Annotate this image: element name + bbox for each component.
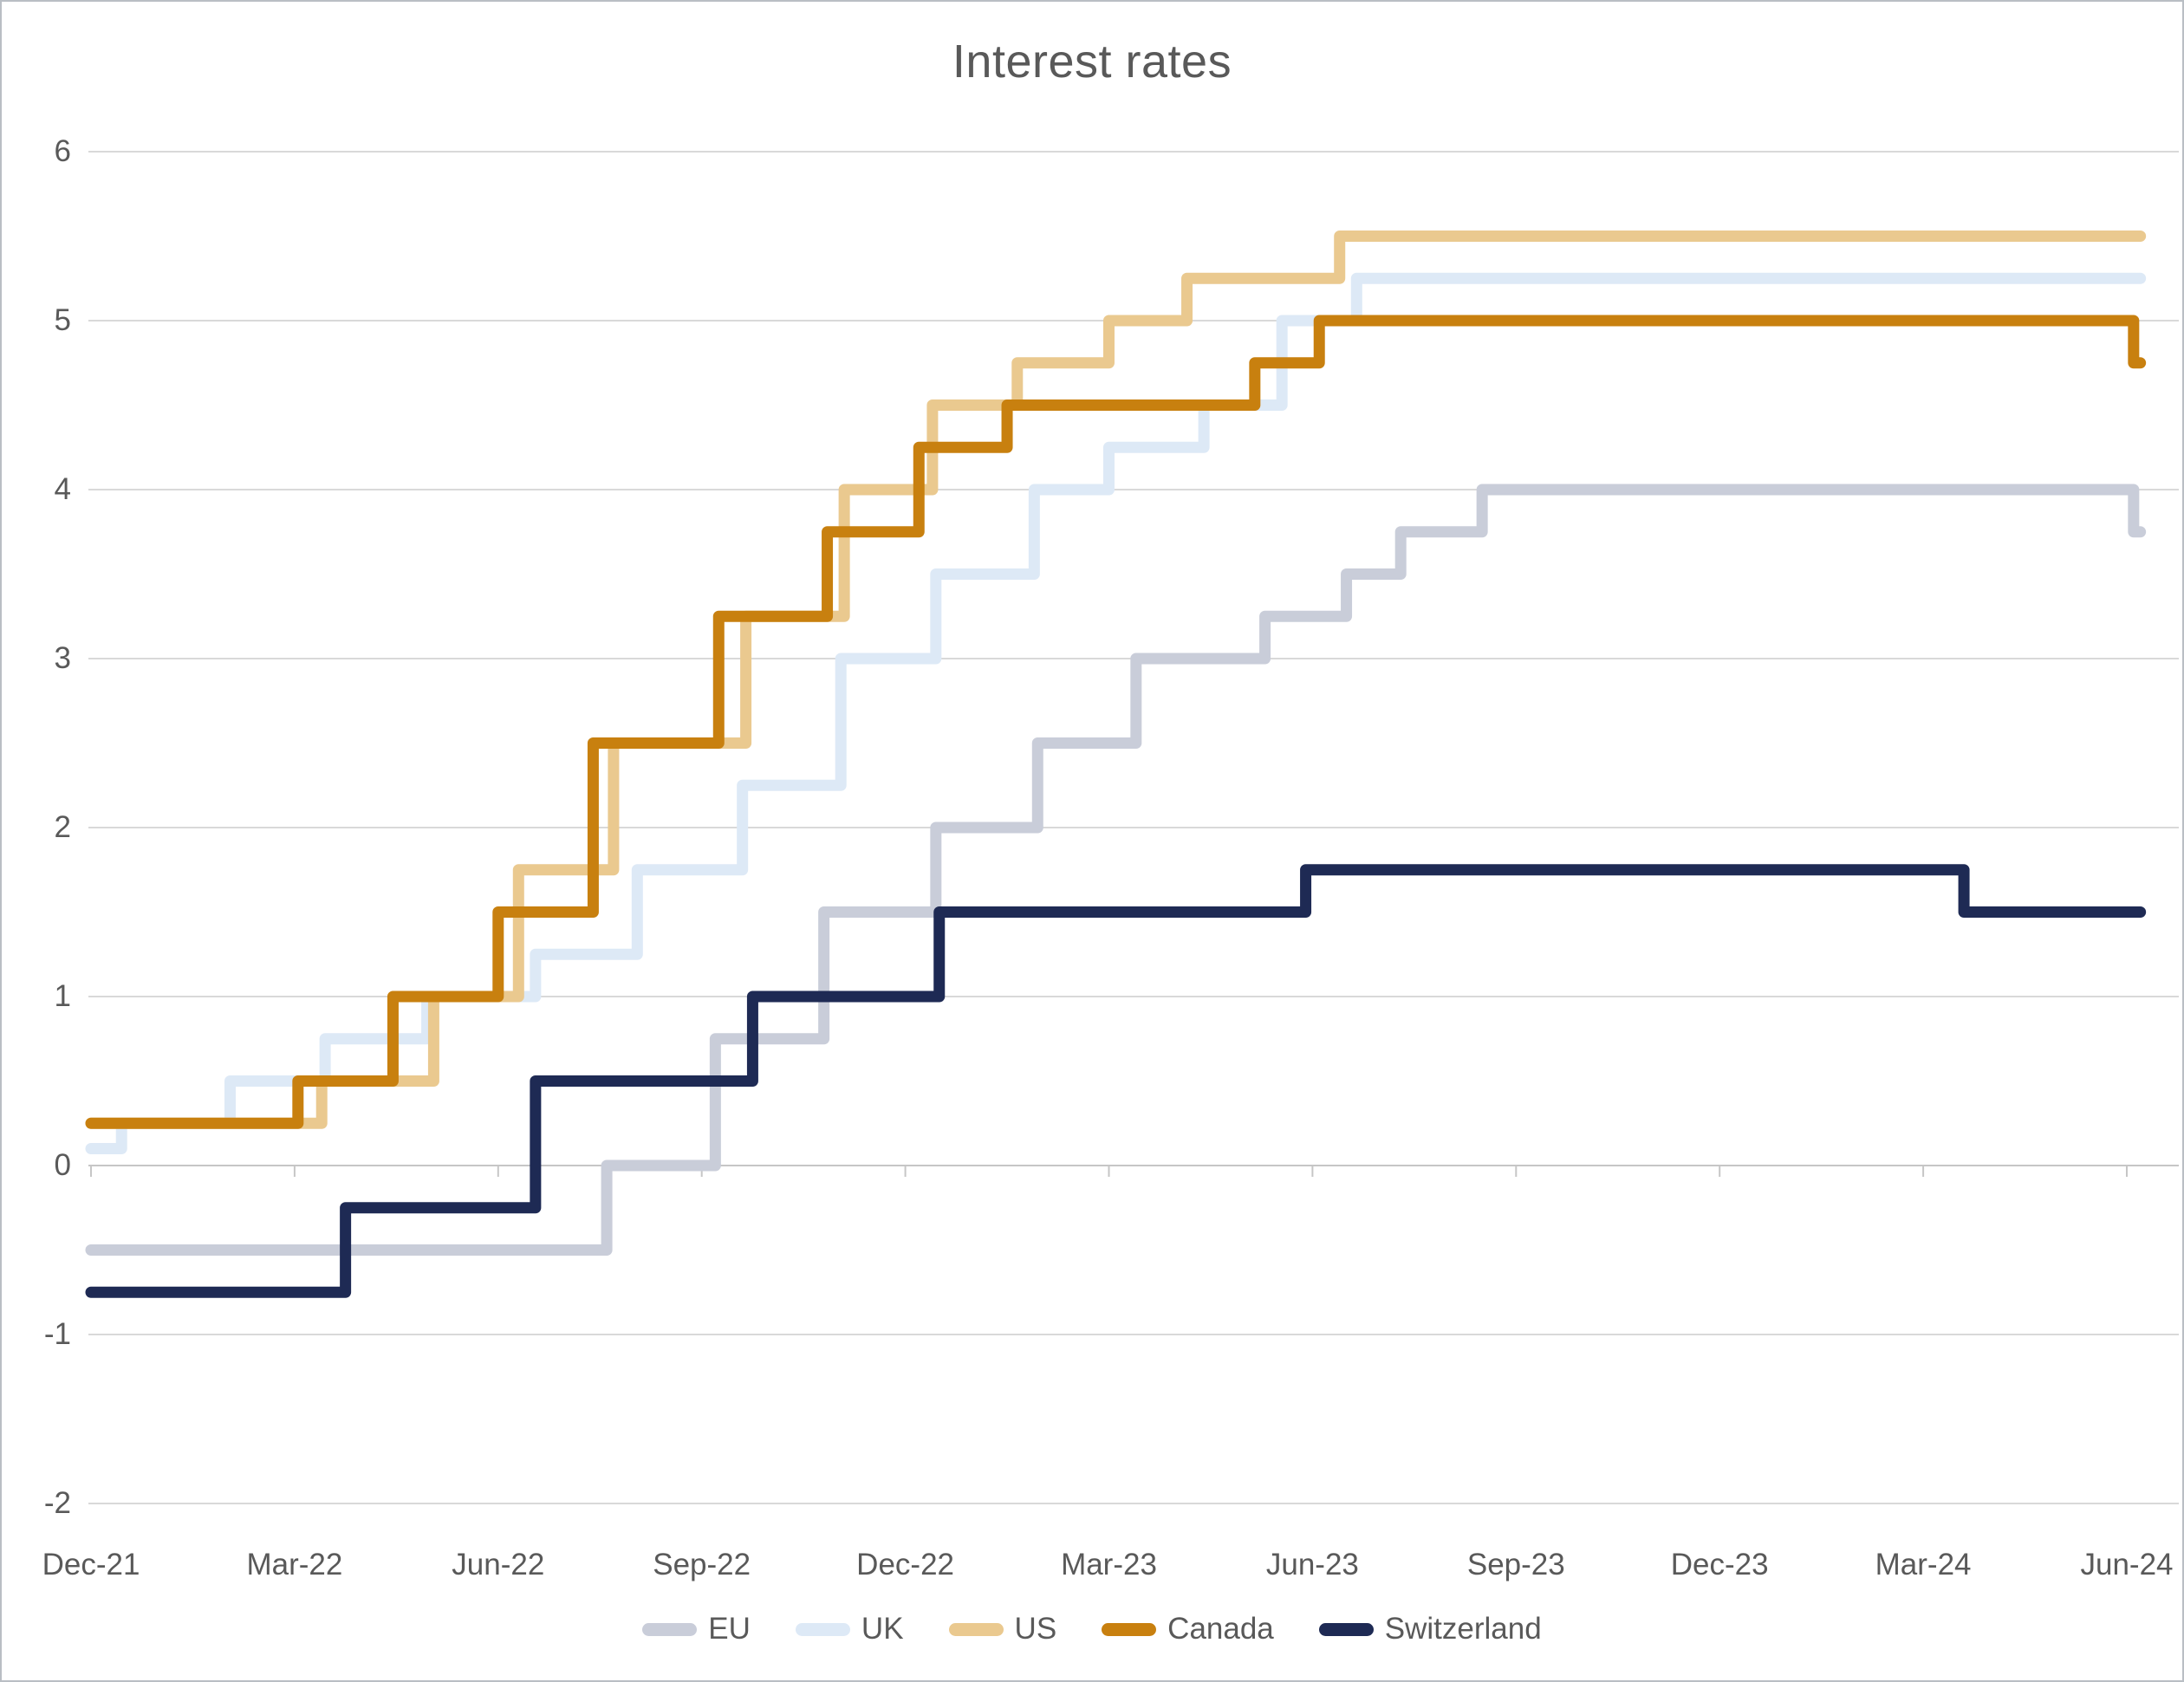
- chart-title: Interest rates: [952, 36, 1232, 88]
- y-axis-label: -2: [43, 1486, 71, 1520]
- x-axis-label: Dec-22: [856, 1548, 955, 1581]
- legend-swatch: [642, 1622, 698, 1636]
- legend-swatch: [1102, 1622, 1157, 1636]
- series-line-canada: [85, 315, 2147, 1129]
- legend-swatch: [795, 1622, 850, 1636]
- y-axis-label: -1: [43, 1317, 71, 1351]
- legend-label: Canada: [1167, 1612, 1274, 1646]
- legend-item-us: US: [948, 1612, 1057, 1646]
- legend-label: US: [1014, 1612, 1057, 1646]
- y-axis-label: 0: [54, 1148, 71, 1182]
- x-axis-label: Dec-21: [42, 1548, 140, 1581]
- x-axis-label: Jun-22: [452, 1548, 545, 1581]
- x-axis-label: Dec-23: [1670, 1548, 1769, 1581]
- legend-label: Switzerland: [1384, 1612, 1542, 1646]
- legend-item-switzerland: Switzerland: [1318, 1612, 1542, 1646]
- series-line-us: [85, 231, 2147, 1129]
- x-axis-label: Mar-24: [1875, 1548, 1972, 1581]
- legend-swatch: [948, 1622, 1004, 1636]
- legend-label: EU: [708, 1612, 751, 1646]
- x-axis-label: Jun-23: [1265, 1548, 1359, 1581]
- x-axis-label: Mar-22: [246, 1548, 343, 1581]
- legend-item-canada: Canada: [1102, 1612, 1274, 1646]
- legend: EU UK US Canada Switzerland: [2, 1612, 2182, 1646]
- series-line-switzerland: [85, 864, 2147, 1298]
- y-axis-label: 1: [54, 979, 71, 1013]
- series-line-eu: [85, 484, 2147, 1256]
- x-axis-label: Mar-23: [1061, 1548, 1157, 1581]
- y-axis-label: 6: [54, 134, 71, 168]
- x-axis-label: Jun-24: [2080, 1548, 2174, 1581]
- legend-item-uk: UK: [795, 1612, 904, 1646]
- x-axis-label: Sep-22: [653, 1548, 751, 1581]
- x-axis-label: Sep-23: [1466, 1548, 1565, 1581]
- y-axis-label: 2: [54, 810, 71, 844]
- legend-item-eu: EU: [642, 1612, 751, 1646]
- legend-swatch: [1318, 1622, 1374, 1636]
- y-axis-label: 5: [54, 303, 71, 337]
- y-axis-label: 4: [54, 472, 71, 506]
- legend-label: UK: [861, 1612, 904, 1646]
- y-axis-label: 3: [54, 641, 71, 675]
